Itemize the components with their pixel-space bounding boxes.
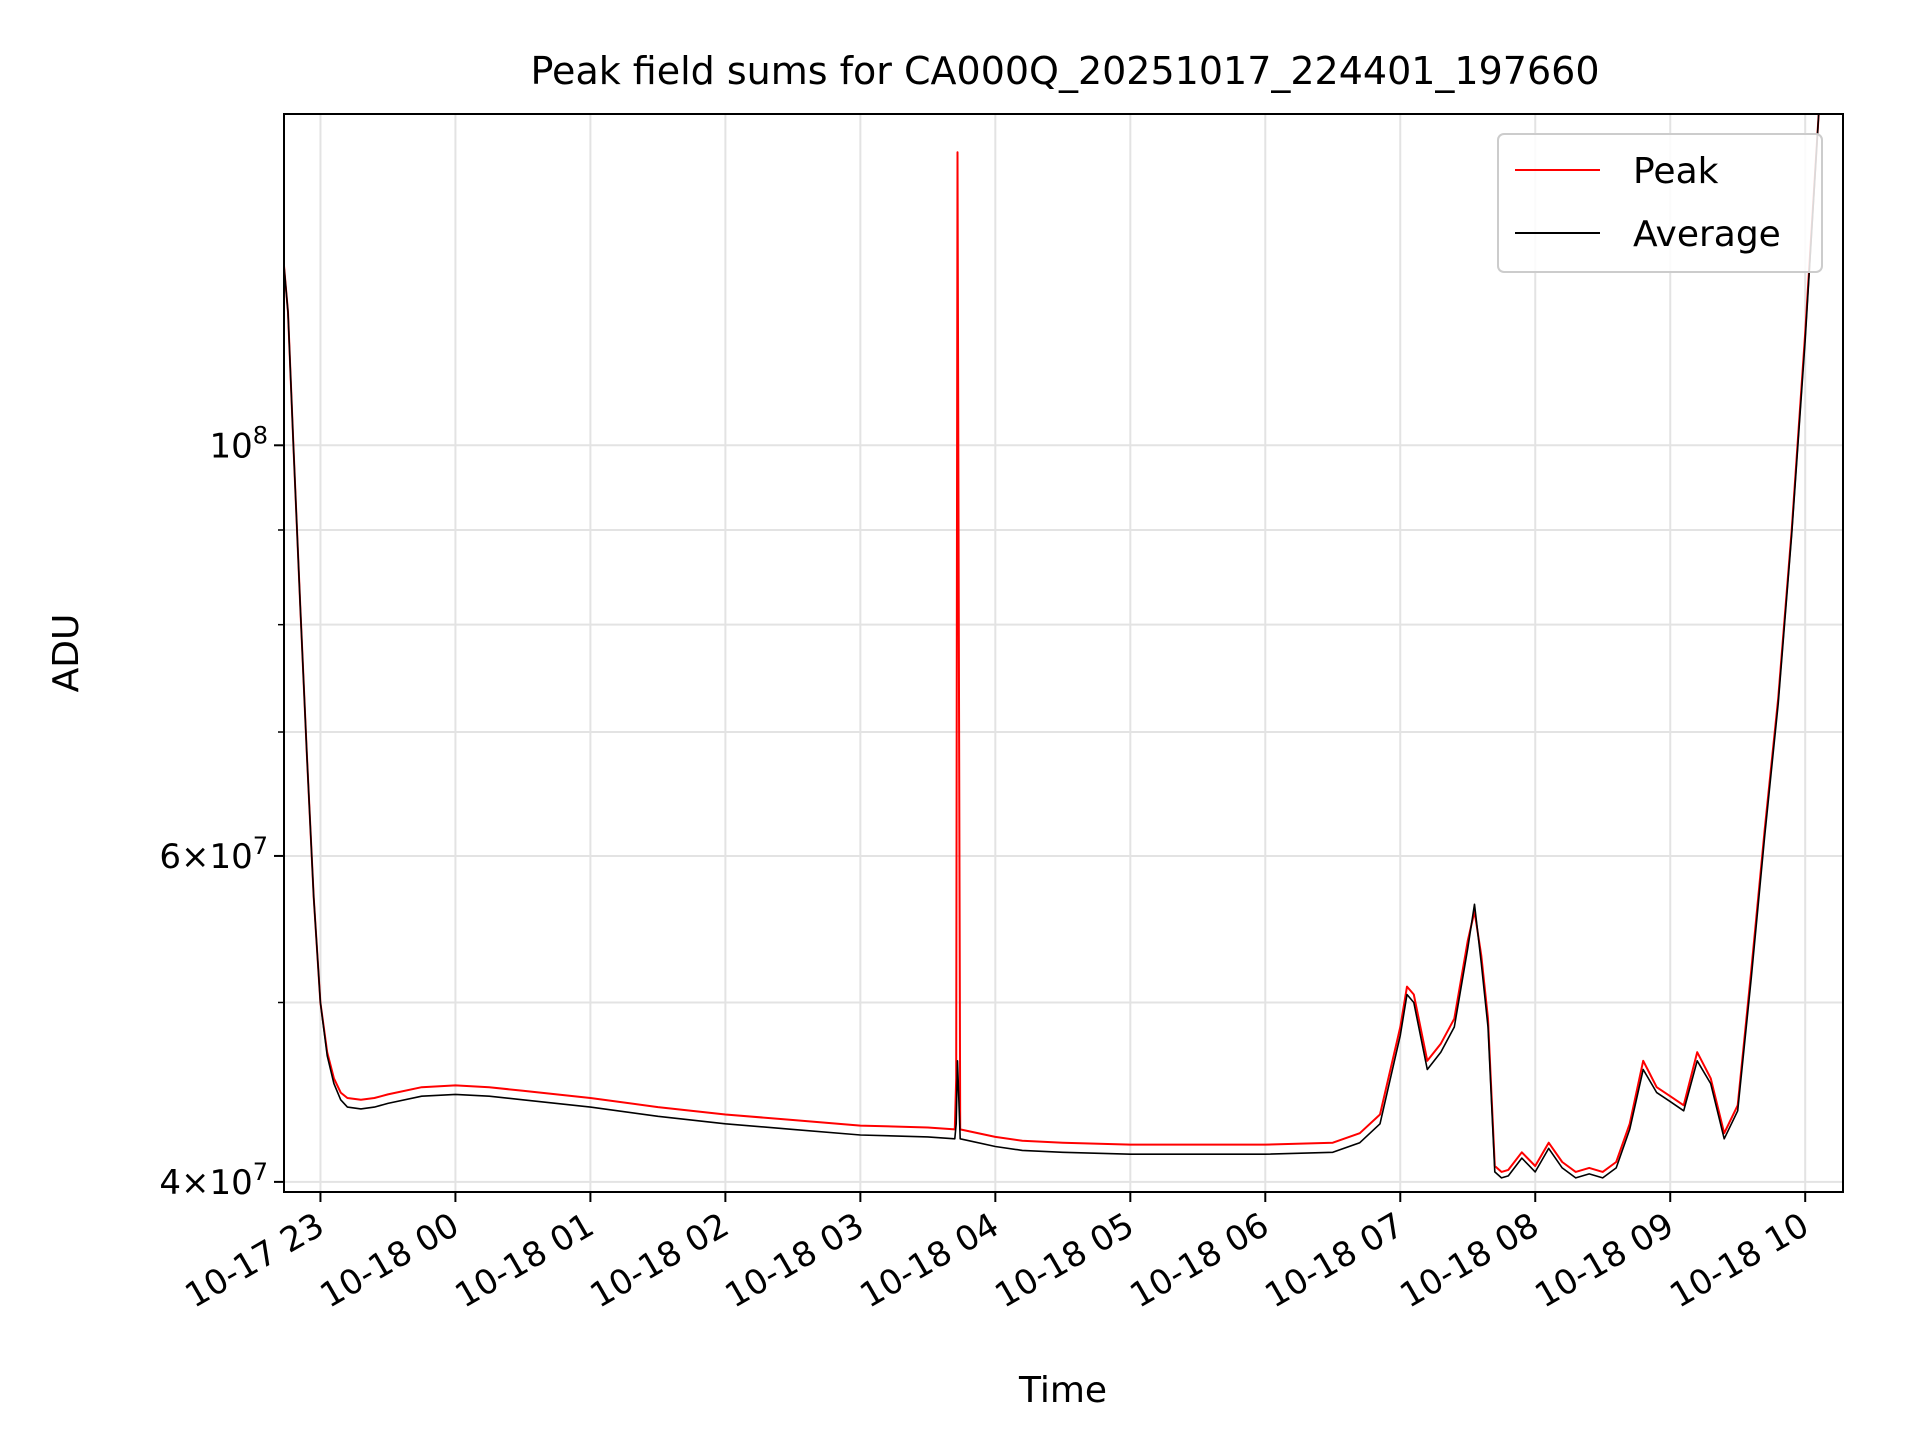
y-tick-label: 108 — [209, 421, 268, 466]
y-axis-label: ADU — [46, 614, 87, 693]
y-tick-mantissa: 4 — [159, 1163, 181, 1203]
y-tick-exponent: 7 — [253, 1158, 268, 1186]
legend: Peak Average — [1497, 133, 1823, 273]
y-tick-label: 4×107 — [159, 1158, 268, 1203]
y-tick-exponent: 8 — [253, 421, 268, 449]
y-tick-mantissa: 10 — [209, 426, 252, 466]
legend-average-label: Average — [1633, 214, 1781, 255]
y-tick-exponent: 7 — [253, 832, 268, 860]
y-tick-times-base: ×10 — [181, 1163, 253, 1203]
chart-title: Peak field sums for CA000Q_20251017_2244… — [531, 49, 1600, 93]
plot-frame — [283, 113, 1844, 1193]
legend-box — [1497, 133, 1823, 273]
y-tick-mantissa: 6 — [159, 837, 181, 877]
series-peak-line — [284, 114, 1843, 1173]
legend-peak-label: Peak — [1633, 151, 1719, 192]
grid-x — [319, 114, 1807, 1192]
y-tick-label: 6×107 — [159, 832, 268, 877]
series-average-line — [284, 114, 1843, 1179]
x-axis-label: Time — [1018, 1370, 1107, 1411]
grid-y — [284, 444, 1843, 1183]
y-tick-times-base: ×10 — [181, 837, 253, 877]
